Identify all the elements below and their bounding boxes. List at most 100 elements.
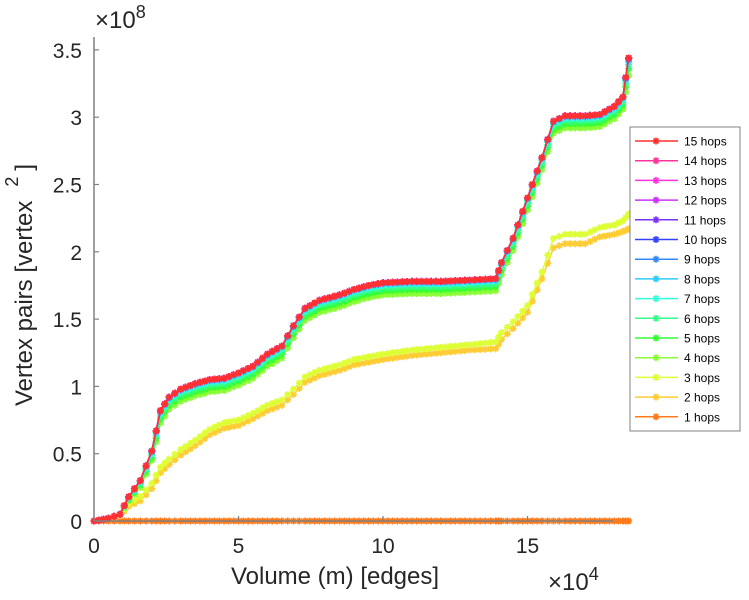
data-point [259,409,267,417]
data-point [201,389,209,397]
data-point [186,394,194,402]
data-point [374,356,382,364]
legend-item: 6 hops [635,312,720,326]
data-point [561,240,569,248]
data-point [442,343,450,351]
data-point [596,224,604,232]
data-point [235,416,242,424]
data-point [355,360,363,368]
data-point [393,353,401,361]
legend-item: 2 hops [635,391,720,405]
legend-item: 10 hops [635,233,727,247]
data-point [555,115,563,123]
data-point [249,409,257,417]
data-point [571,240,579,248]
data-point [177,446,185,454]
data-point [284,344,292,352]
legend-marker-icon [652,157,660,165]
data-point [206,376,214,384]
data-point [403,278,411,286]
data-point [497,271,505,279]
data-point [320,365,328,373]
data-point [509,318,517,326]
data-point [487,287,495,295]
data-point [369,357,377,365]
data-point [206,425,214,433]
data-point [360,354,368,362]
data-point [340,289,348,297]
data-point [268,347,276,355]
data-point [544,135,552,143]
data-point [550,234,558,242]
data-point [451,347,459,355]
y-exponent: 8 [136,2,146,22]
data-point [576,112,584,120]
legend-item: 11 hops [635,213,726,227]
series-3-hops [90,210,633,525]
data-point [418,345,426,353]
data-point [586,124,594,132]
data-point [230,371,238,379]
data-point [301,378,309,386]
data-point [142,491,150,499]
legend-item: 14 hops [635,154,727,168]
data-point [306,376,314,384]
legend-label: 12 hops [684,194,727,208]
data-point [471,276,479,284]
data-point [191,380,199,388]
legend-marker-icon [652,216,660,224]
data-point [379,350,387,358]
data-point [451,277,459,285]
legend-item: 9 hops [635,253,720,267]
data-point [340,301,348,309]
data-point [413,277,421,285]
data-point [398,353,406,361]
data-point [427,344,435,352]
data-point [225,423,233,431]
x-tick-label: 10 [371,535,394,558]
data-point [476,288,484,296]
data-point [355,284,363,292]
legend-marker-icon [652,196,660,204]
data-point [148,485,156,493]
series-15-hops [90,54,633,525]
data-point [196,438,204,446]
data-point [384,349,392,357]
data-point [514,319,522,327]
data-point [586,228,594,236]
data-point [622,213,630,221]
data-point [369,293,377,301]
legend-label: 14 hops [684,154,727,168]
data-point [601,223,609,231]
y-exponent-label: ×108 [95,2,146,34]
data-point [136,477,144,485]
data-point [389,290,397,298]
data-point [466,276,474,284]
legend: 15 hops 14 hops 13 hops 12 hops 11 hops 10 ho… [629,126,741,432]
data-point [610,102,618,110]
data-point [561,124,569,132]
data-point [120,502,128,510]
data-point [350,361,358,369]
x-tick-label: 0 [88,535,100,558]
y-tick-label: 3 [70,107,82,130]
data-point [550,244,558,252]
data-point [273,357,281,365]
data-point [165,455,173,463]
data-point [365,353,373,361]
legend-label: 2 hops [684,391,720,405]
data-point [389,349,397,357]
legend-marker-icon [652,236,660,243]
data-point [340,359,348,367]
data-point [622,226,630,234]
data-point [601,120,609,128]
data-point [315,296,323,304]
series-2-hops [90,225,633,525]
data-point [389,278,397,286]
data-point [156,463,164,471]
y-tick-label: 3.5 [53,40,82,63]
legend-marker-icon [652,314,660,322]
data-point [519,220,527,228]
data-point [487,339,495,347]
